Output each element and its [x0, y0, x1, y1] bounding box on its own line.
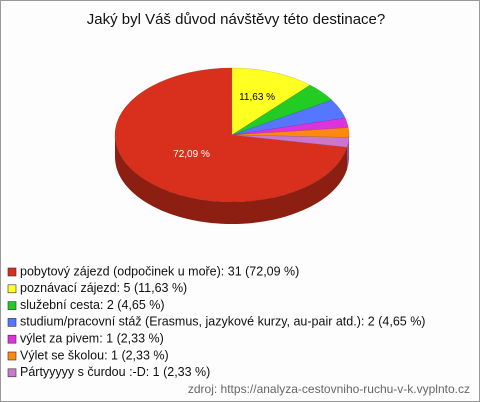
legend-label: Pártyyyyy s čurdou :-D: 1 (2,33 %): [20, 365, 210, 379]
legend-label: výlet za pivem: 1 (2,33 %): [20, 331, 164, 345]
legend-label: studium/pracovní stáž (Erasmus, jazykové…: [20, 315, 425, 329]
legend-label: poznávací zájezd: 5 (11,63 %): [20, 281, 187, 295]
pie-slice: [114, 67, 348, 203]
legend-swatch: [7, 301, 17, 310]
source: zdroj: https://analyza-cestovniho-ruchu-…: [188, 382, 470, 396]
legend-swatch: [7, 267, 17, 277]
legend-label: Výlet se školou: 1 (2,33 %): [20, 348, 169, 362]
chart-title: Jaký byl Váš důvod návštěvy této destina…: [87, 11, 386, 28]
pie-side: [347, 137, 349, 170]
legend-swatch: [7, 351, 17, 361]
legend-label: služební cesta: 2 (4,65 %): [20, 298, 165, 312]
legend-label: pobytový zájezd (odpočinek u moře): 31 (…: [20, 264, 299, 278]
pie-tops: [114, 67, 350, 203]
pie-sides: [115, 135, 349, 224]
slice-label: 72,09 %: [173, 149, 210, 160]
legend-swatch: [7, 334, 17, 344]
pie-side: [115, 135, 348, 224]
legend-swatch: [7, 284, 17, 294]
slice-label: 11,63 %: [239, 92, 275, 103]
legend-swatch: [7, 318, 17, 327]
pie-slice: [231, 134, 350, 148]
pie-slice: [231, 67, 311, 136]
legend-swatch: [7, 368, 17, 378]
